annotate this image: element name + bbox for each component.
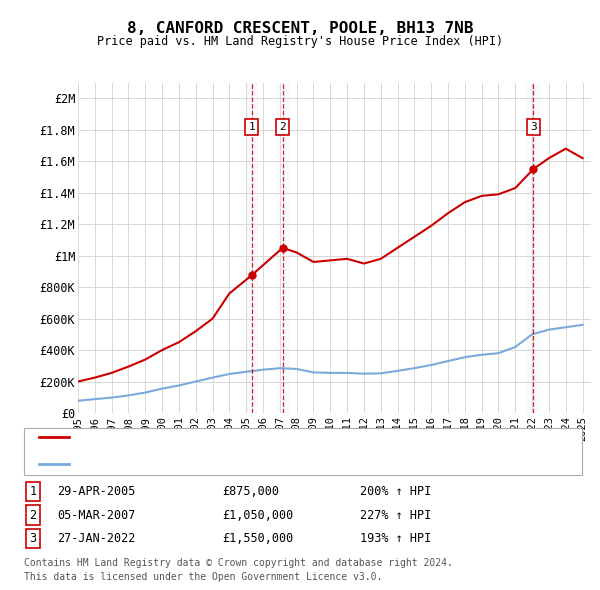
Text: 8, CANFORD CRESCENT, POOLE, BH13 7NB (detached house): 8, CANFORD CRESCENT, POOLE, BH13 7NB (de… [75, 432, 419, 441]
Text: £875,000: £875,000 [222, 485, 279, 498]
Text: 1: 1 [248, 122, 255, 132]
Text: 193% ↑ HPI: 193% ↑ HPI [360, 532, 431, 545]
Text: 200% ↑ HPI: 200% ↑ HPI [360, 485, 431, 498]
Bar [527, 83, 539, 413]
Text: 227% ↑ HPI: 227% ↑ HPI [360, 509, 431, 522]
Text: 27-JAN-2022: 27-JAN-2022 [57, 532, 136, 545]
Text: Contains HM Land Registry data © Crown copyright and database right 2024.: Contains HM Land Registry data © Crown c… [24, 558, 453, 568]
Text: 8, CANFORD CRESCENT, POOLE, BH13 7NB: 8, CANFORD CRESCENT, POOLE, BH13 7NB [127, 21, 473, 35]
Text: This data is licensed under the Open Government Licence v3.0.: This data is licensed under the Open Gov… [24, 572, 382, 582]
Text: £1,550,000: £1,550,000 [222, 532, 293, 545]
Text: 2: 2 [280, 122, 286, 132]
Text: 2: 2 [29, 509, 37, 522]
Text: £1,050,000: £1,050,000 [222, 509, 293, 522]
Text: 29-APR-2005: 29-APR-2005 [57, 485, 136, 498]
Text: 3: 3 [29, 532, 37, 545]
Text: Price paid vs. HM Land Registry's House Price Index (HPI): Price paid vs. HM Land Registry's House … [97, 35, 503, 48]
Text: 1: 1 [29, 485, 37, 498]
Text: 05-MAR-2007: 05-MAR-2007 [57, 509, 136, 522]
Text: 3: 3 [530, 122, 536, 132]
Text: HPI: Average price, detached house, Bournemouth Christchurch and Poole: HPI: Average price, detached house, Bour… [75, 460, 530, 469]
Bar [245, 83, 257, 413]
Bar [277, 83, 289, 413]
